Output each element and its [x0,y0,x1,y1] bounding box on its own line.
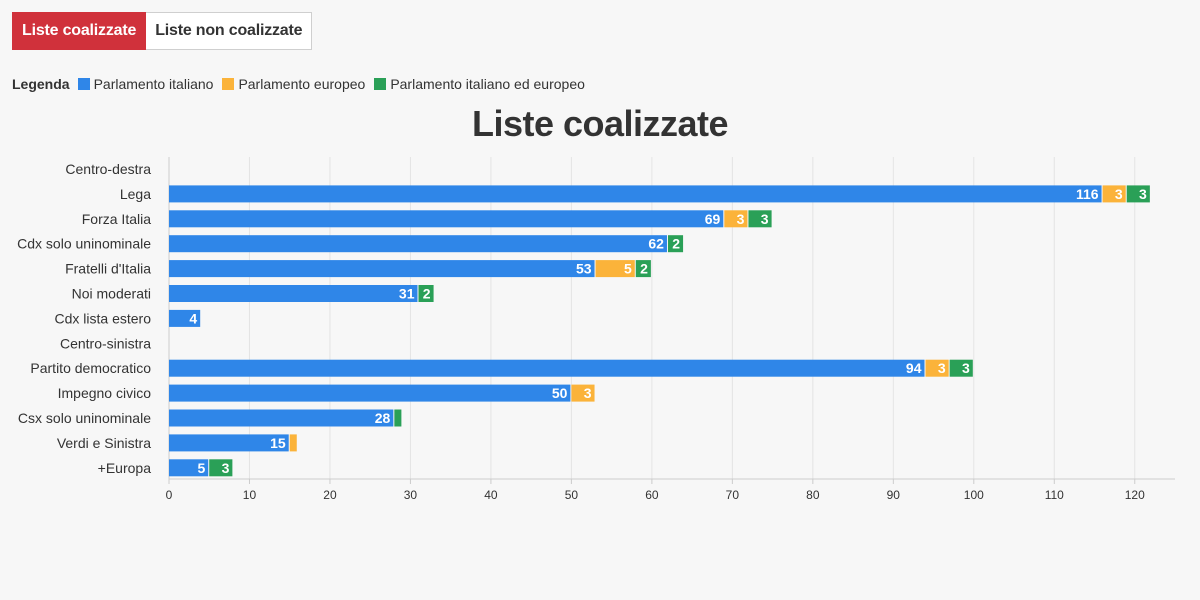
bar-value-label: 3 [737,211,745,227]
bar-segment [209,459,233,477]
bar-segment [169,359,925,377]
x-tick-label: 90 [887,488,901,502]
bar-value-label: 3 [761,211,769,227]
x-tick-label: 40 [484,488,498,502]
x-tick-label: 30 [404,488,418,502]
category-label: Fratelli d'Italia [65,261,151,277]
x-tick-label: 0 [166,488,173,502]
bar-value-label: 53 [576,261,592,277]
bar-value-label: 5 [624,261,632,277]
legend-label: Parlamento italiano [93,76,214,92]
bar-segment [394,409,402,427]
bar-segment [1126,185,1150,203]
bar-value-label: 62 [648,236,664,252]
bar-segment [169,260,595,278]
bar-segment [169,434,289,452]
category-label: Noi moderati [72,286,151,302]
bar-segment [1102,185,1126,203]
x-tick-label: 10 [243,488,257,502]
tab-bar: Liste coalizzate Liste non coalizzate [12,12,313,50]
bar-segment [748,210,772,228]
bar-segment [169,384,571,402]
category-label: +Europa [98,460,152,476]
bar-value-label: 3 [1115,186,1123,202]
x-tick-label: 80 [806,488,820,502]
x-tick-label: 110 [1045,488,1064,502]
bar-segment [169,409,394,427]
x-tick-label: 50 [565,488,579,502]
bar-segment [169,459,209,477]
category-label: Partito democratico [30,360,151,376]
bar-value-label: 3 [584,385,592,401]
category-label: Forza Italia [82,211,151,227]
bar-segment [418,285,434,302]
bar-value-label: 116 [1076,186,1099,202]
bar-value-label: 2 [672,236,680,252]
legend-item-parlamento-europeo: Parlamento europeo [222,76,365,92]
legend-item-parlamento-italiano: Parlamento italiano [77,76,214,92]
category-label: Centro-sinistra [60,335,151,351]
x-tick-label: 60 [645,488,659,502]
bar-value-label: 3 [1139,186,1147,202]
category-label: Centro-destra [65,161,151,177]
bar-segment [169,285,418,302]
bar-segment [169,309,201,327]
bar-value-label: 2 [423,286,431,302]
legend-item-parlamento-italiano-ed-europeo: Parlamento italiano ed europeo [374,76,585,92]
bar-value-label: 4 [189,310,197,326]
bar-value-label: 15 [270,435,286,451]
bar-segment [571,384,595,402]
bar-value-label: 28 [375,410,391,426]
bar-value-label: 3 [962,360,970,376]
category-label: Cdx solo uninominale [17,236,151,252]
tab-liste-coalizzate[interactable]: Liste coalizzate [12,12,147,50]
bar-value-label: 3 [222,460,230,476]
x-tick-label: 100 [964,488,984,502]
bar-value-label: 31 [399,286,415,302]
category-label: Verdi e Sinistra [57,435,151,451]
bar-segment [169,235,667,253]
category-label: Csx solo uninominale [18,410,151,426]
bar-segment [949,359,973,377]
x-tick-label: 20 [323,488,337,502]
bar-segment [169,185,1102,203]
bar-segment [724,210,748,228]
legend-swatch [374,78,387,90]
legend-swatch [222,78,235,90]
bar-segment [169,210,724,228]
legend-title: Legenda [12,76,70,92]
bar-value-label: 5 [197,460,205,476]
chart-title: Liste coalizzate [471,103,729,144]
x-tick-label: 120 [1125,488,1145,502]
x-tick-label: 70 [726,488,740,502]
legend-label: Parlamento italiano ed europeo [390,76,585,92]
bar-segment [667,235,684,253]
category-label: Cdx lista estero [55,310,152,326]
legend-swatch [77,78,90,90]
bar-segment [595,260,635,278]
legend: Legenda Parlamento italiano Parlamento e… [12,75,594,93]
category-label: Impegno civico [58,385,152,401]
bar-value-label: 50 [552,385,568,401]
bar-value-label: 94 [906,360,922,376]
bar-segment [635,260,651,278]
bar-value-label: 3 [938,360,946,376]
bar-value-label: 2 [640,261,648,277]
bar-value-label: 69 [705,211,721,227]
category-label: Lega [120,186,151,202]
bar-segment [925,359,949,377]
bar-segment [289,434,297,452]
tab-liste-non-coalizzate[interactable]: Liste non coalizzate [146,12,313,50]
legend-label: Parlamento europeo [238,76,366,92]
